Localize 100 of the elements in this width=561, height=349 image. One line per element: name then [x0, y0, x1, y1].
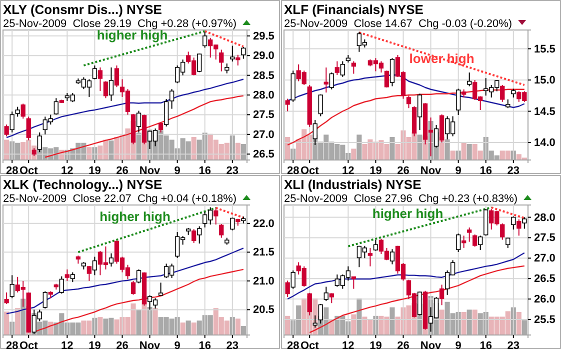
x-tick-label: 12 — [61, 164, 74, 177]
candlestick — [478, 235, 483, 250]
candlestick — [467, 72, 472, 87]
x-tick-label: 26 — [397, 164, 410, 177]
candlestick — [92, 256, 98, 276]
x-tick-label: 12 — [342, 164, 354, 177]
chart-subtitle: 25-Nov-2009 Close 27.96 Chg +0.23 (+0.83%) — [284, 193, 518, 205]
candlestick — [202, 31, 208, 48]
line-series — [6, 78, 244, 138]
x-tick-label: 9 — [174, 164, 180, 177]
x-tick-label: 19 — [370, 340, 382, 349]
x-tick-label: Nov — [420, 340, 442, 349]
candlestick — [4, 292, 9, 304]
x-tick-label: 23 — [507, 340, 520, 349]
candlestick — [219, 49, 224, 72]
bar — [4, 140, 10, 160]
candlestick — [114, 64, 120, 88]
x-tick-label: 19 — [88, 340, 101, 349]
candlestick — [108, 252, 114, 268]
candlestick — [417, 93, 422, 130]
bar — [439, 310, 444, 335]
x-tick-label: Nov — [139, 164, 162, 177]
bar — [285, 316, 290, 335]
y-tick-label: 26.5 — [253, 148, 274, 161]
y-tick-label: 14.5 — [534, 106, 556, 118]
bar — [461, 312, 466, 335]
x-tick-label: 28 — [6, 340, 18, 349]
y-tick-label: 21.0 — [253, 275, 274, 288]
candlestick — [456, 233, 461, 253]
bar — [152, 308, 158, 335]
series-label: lower high — [409, 50, 474, 66]
candlestick — [219, 223, 224, 238]
bar — [191, 322, 196, 335]
x-tick-label: 9 — [455, 340, 462, 349]
bar — [235, 318, 240, 335]
candlestick — [334, 60, 340, 76]
y-tick-label: 27.0 — [253, 128, 274, 141]
candlestick — [130, 280, 136, 296]
candlestick — [467, 226, 472, 242]
candlestick — [472, 234, 478, 248]
candlestick — [506, 237, 510, 248]
candlestick — [290, 270, 296, 290]
x-tick-label: 28 — [6, 164, 18, 177]
chart-title: XLF (Financials) NYSE — [284, 2, 424, 17]
bar — [191, 136, 196, 160]
x-tick-label: 9 — [174, 340, 180, 349]
y-tick-label: 14.0 — [534, 137, 556, 150]
chart-title: XLI (Industrials) NYSE — [284, 177, 422, 192]
x-tick-label: Oct — [19, 340, 38, 349]
bar — [285, 136, 290, 160]
candlestick — [10, 111, 14, 133]
candlestick — [158, 282, 164, 296]
x-tick-label: Oct — [300, 164, 320, 177]
candlestick — [197, 226, 202, 244]
candlestick — [10, 274, 14, 299]
candlestick — [224, 62, 230, 74]
candlestick — [351, 276, 356, 290]
x-tick-label: 16 — [198, 164, 211, 177]
candlestick — [70, 272, 76, 283]
candlestick — [324, 67, 328, 93]
candlestick — [136, 110, 142, 133]
y-tick-label: 15.5 — [534, 43, 556, 56]
series-label: higher high — [372, 206, 444, 221]
y-tick-label: 29.0 — [253, 50, 274, 62]
y-tick-label: 28.5 — [253, 70, 274, 82]
candlestick — [500, 222, 505, 240]
x-tick-label: 19 — [370, 164, 382, 177]
x-tick-label: Nov — [139, 340, 162, 349]
candlestick — [86, 265, 92, 282]
candlestick — [406, 95, 412, 109]
x-tick-label: 28 — [286, 164, 300, 177]
candlestick — [324, 286, 328, 302]
candlestick — [197, 53, 202, 73]
y-tick-label: 15.0 — [534, 74, 556, 87]
candlestick — [230, 45, 235, 62]
candlestick — [59, 276, 64, 294]
y-tick-label: 28.0 — [534, 212, 556, 224]
y-tick-label: 25.5 — [534, 314, 556, 326]
candlestick — [214, 208, 218, 226]
y-tick-label: 21.5 — [253, 246, 274, 259]
candlestick — [462, 235, 466, 248]
candlestick — [230, 217, 235, 231]
candlestick — [54, 98, 58, 116]
y-tick-label: 26.0 — [534, 294, 556, 306]
x-tick-label: 16 — [480, 340, 492, 349]
candlestick — [390, 58, 395, 87]
bar — [450, 150, 456, 160]
x-tick-label: 9 — [455, 164, 462, 177]
candlestick — [98, 66, 103, 92]
bar — [98, 317, 103, 335]
bar — [4, 312, 10, 335]
y-tick-label: 26.5 — [534, 273, 556, 286]
candlestick — [136, 268, 142, 284]
candlestick — [164, 98, 169, 128]
x-tick-label: 19 — [88, 164, 101, 177]
chart-subtitle: 25-Nov-2009 Close 14.67 Chg -0.03 (-0.20%) — [284, 18, 512, 30]
chart-title: XLK (Technology...) NYSE — [3, 177, 162, 192]
candlestick — [64, 268, 70, 282]
candlestick — [169, 88, 174, 110]
candlestick — [103, 80, 108, 99]
